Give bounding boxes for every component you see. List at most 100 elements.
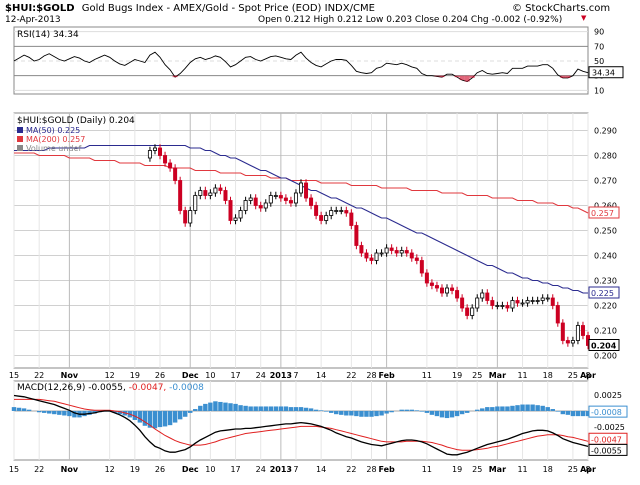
macd-histogram-bar: [303, 407, 309, 411]
candle-body: [540, 297, 545, 301]
candle-body: [253, 197, 258, 206]
macd-histogram-bar: [359, 410, 364, 417]
x-tick-label-mid: 10: [205, 371, 215, 380]
x-tick-label-mid: 12: [105, 371, 115, 380]
macd-histogram-bar: [485, 407, 490, 411]
legend-entry: MA(50) 0.225: [26, 126, 80, 135]
macd-histogram-bar: [167, 410, 173, 426]
macd-histogram-bar: [298, 407, 304, 411]
price-value-badge: [588, 339, 620, 351]
macd-value-text: -0.0047: [591, 435, 622, 444]
x-tick-label-mid: 11: [517, 371, 527, 380]
description-text: Gold Bugs Index - AMEX/Gold - Spot Price…: [81, 3, 375, 14]
x-tick-label-mid: 11: [422, 371, 432, 380]
macd-histogram-bar: [258, 406, 263, 411]
candle-body: [450, 287, 455, 291]
macd-histogram-bar: [434, 410, 440, 417]
x-tick-label-bottom: 15: [9, 465, 19, 474]
x-tick-label-mid: 25: [472, 371, 482, 380]
candle-body: [404, 250, 409, 254]
symbol-text: $HUI:$GOLD: [5, 3, 75, 14]
candle-body: [414, 257, 419, 261]
price-tick-label: 0.210: [594, 327, 617, 336]
candle-body: [384, 247, 389, 254]
x-tick-label-bottom: 28: [366, 465, 376, 474]
macd-value-badge: [588, 405, 628, 418]
macd-histogram-bar: [525, 404, 530, 411]
macd-histogram-bar: [449, 410, 455, 418]
candle-body: [208, 192, 213, 196]
candle-body: [349, 212, 354, 226]
legend-swatch: [17, 127, 23, 133]
macd-histogram-bar: [233, 403, 238, 411]
x-tick-label-mid: 19: [452, 371, 462, 380]
macd-histogram-bar: [253, 406, 258, 411]
candle-body: [263, 202, 268, 209]
x-tick-label-bottom: 12: [105, 465, 115, 474]
x-tick-label-mid: 18: [543, 371, 553, 380]
x-tick-label-mid: 25: [568, 371, 578, 380]
macd-histogram-bar: [555, 410, 561, 412]
macd-histogram-bar: [454, 410, 460, 417]
macd-histogram-bar: [444, 410, 450, 419]
macd-histogram-bar: [480, 408, 485, 411]
macd-histogram-bar: [16, 407, 22, 411]
date-text: 12-Apr-2013: [5, 15, 61, 25]
macd-histogram-bar: [57, 410, 62, 415]
macd-histogram-bar: [182, 410, 188, 417]
macd-histogram-bar: [278, 406, 284, 411]
macd-histogram-bar: [328, 410, 334, 413]
macd-histogram-bar: [177, 410, 183, 420]
source-text: © StockCharts.com: [512, 3, 611, 14]
candle-body: [324, 215, 329, 221]
candle-body: [379, 252, 384, 255]
price-panel: [13, 112, 589, 369]
macd-histogram-bar: [334, 410, 339, 415]
candle-body: [510, 300, 515, 309]
candle-body: [188, 210, 193, 224]
macd-histogram-bar: [198, 405, 203, 411]
candle-body: [429, 282, 434, 286]
candle-body: [213, 187, 218, 194]
macd-histogram-bar: [188, 410, 193, 413]
macd-histogram-bar: [429, 410, 435, 415]
x-tick-label-bottom: 22: [34, 465, 44, 474]
candle-body: [314, 205, 319, 216]
x-tick-label-mid: Mar: [489, 371, 506, 380]
candle-body: [273, 195, 278, 197]
macd-histogram-bar: [243, 405, 248, 411]
macd-value-badge: [588, 443, 628, 456]
candle-body: [183, 210, 188, 224]
x-tick-label-mid: 22: [346, 371, 356, 380]
macd-histogram-bar: [208, 402, 213, 411]
x-tick-label-bottom: 19: [130, 465, 140, 474]
macd-label-part: MACD(12,26,9) -0.0055,: [17, 383, 129, 393]
candle-body: [445, 287, 450, 294]
macd-histogram-bar: [515, 405, 520, 411]
candle-body: [329, 210, 334, 216]
x-tick-label-bottom: Nov: [61, 465, 79, 474]
x-tick-label-mid: 2013: [270, 371, 292, 380]
rsi-tick-label: 10: [594, 86, 604, 95]
candle-body: [178, 180, 183, 211]
candle-body: [520, 302, 525, 305]
macd-histogram-bar: [505, 406, 510, 411]
candle-body: [173, 167, 178, 181]
rsi-oversold-fill: [434, 75, 440, 77]
macd-histogram-bar: [67, 410, 72, 417]
x-tick-label-mid: 24: [256, 371, 266, 380]
macd-histogram-bar: [318, 410, 324, 411]
macd-histogram-bar: [157, 410, 163, 428]
candle-body: [530, 300, 535, 302]
macd-histogram-bar: [475, 409, 480, 411]
macd-histogram-bar: [62, 410, 67, 416]
macd-value-text: -0.0008: [591, 408, 622, 417]
x-tick-label-bottom: 19: [452, 465, 462, 474]
candle-body: [258, 205, 263, 209]
x-tick-label-bottom: Apr: [580, 465, 596, 474]
x-tick-label-mid: Apr: [580, 371, 596, 380]
macd-histogram-bar: [580, 410, 586, 417]
candle-body: [147, 150, 152, 159]
x-tick-label-bottom: 26: [155, 465, 165, 474]
